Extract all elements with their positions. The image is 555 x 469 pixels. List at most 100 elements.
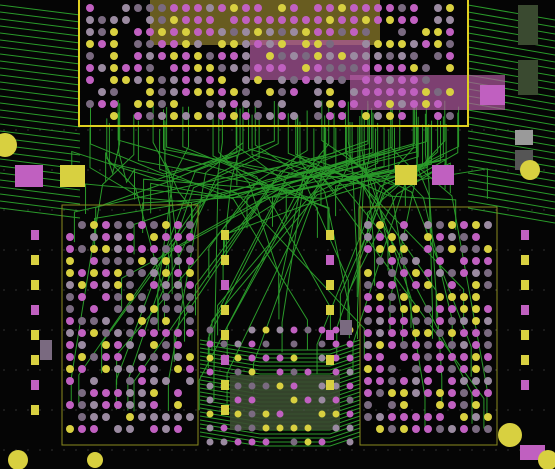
grid-dot (351, 169, 353, 171)
grid-dot (315, 409, 317, 411)
via (90, 245, 98, 253)
via (446, 52, 454, 60)
via (276, 410, 284, 418)
via (302, 52, 310, 60)
via (400, 377, 408, 385)
trace (0, 193, 81, 205)
grid-dot (351, 449, 353, 451)
grid-dot (147, 369, 149, 371)
via (290, 112, 298, 120)
via (150, 305, 158, 313)
trace (199, 339, 361, 351)
trace (0, 151, 81, 163)
via (86, 76, 94, 84)
grid-dot (183, 249, 185, 251)
grid-dot (351, 249, 353, 251)
via (388, 401, 396, 409)
grid-dot (375, 129, 377, 131)
grid-dot (123, 449, 125, 451)
grid-dot (255, 369, 257, 371)
via (412, 305, 420, 313)
via (350, 52, 358, 60)
via (254, 112, 262, 120)
via (386, 52, 394, 60)
grid-dot (183, 409, 185, 411)
grid-dot (399, 409, 401, 411)
via (234, 382, 242, 390)
grid-dot (195, 129, 197, 131)
via (290, 88, 298, 96)
via (174, 365, 182, 373)
via (424, 389, 432, 397)
component (480, 85, 505, 105)
trace (467, 67, 555, 84)
via (78, 425, 86, 433)
grid-dot (159, 289, 161, 291)
via (254, 4, 262, 12)
via (146, 4, 154, 12)
grid-dot (39, 409, 41, 411)
via (170, 76, 178, 84)
via (102, 401, 110, 409)
grid-dot (339, 249, 341, 251)
grid-dot (195, 289, 197, 291)
trace (133, 109, 401, 255)
via (412, 257, 420, 265)
via (434, 40, 442, 48)
via (422, 76, 430, 84)
via (206, 438, 214, 446)
trace (78, 127, 327, 406)
grid-dot (135, 329, 137, 331)
via (460, 257, 468, 265)
trace (467, 25, 555, 42)
grid-dot (183, 449, 185, 451)
grid-dot (315, 129, 317, 131)
via (170, 4, 178, 12)
via (304, 326, 312, 334)
via (346, 354, 354, 362)
via (362, 64, 370, 72)
via (376, 281, 384, 289)
grid-dot (303, 249, 305, 251)
via (318, 382, 326, 390)
via (266, 88, 274, 96)
via (410, 64, 418, 72)
via (182, 28, 190, 36)
trace (467, 130, 555, 147)
grid-dot (519, 289, 521, 291)
grid-dot (195, 449, 197, 451)
grid-dot (3, 169, 5, 171)
via (114, 389, 122, 397)
via (318, 396, 326, 404)
via (158, 28, 166, 36)
via (248, 396, 256, 404)
resistor (31, 330, 39, 340)
grid-dot (399, 329, 401, 331)
via (170, 112, 178, 120)
via (376, 353, 384, 361)
trace (467, 109, 555, 126)
via (78, 365, 86, 373)
grid-dot (123, 209, 125, 211)
via (98, 88, 106, 96)
via (114, 329, 122, 337)
grid-dot (27, 369, 29, 371)
grid-dot (507, 369, 509, 371)
via (436, 413, 444, 421)
via (290, 424, 298, 432)
via (400, 401, 408, 409)
via (102, 341, 110, 349)
via (90, 221, 98, 229)
via (254, 16, 262, 24)
via (374, 16, 382, 24)
resistor (31, 355, 39, 365)
resistor (221, 405, 229, 415)
via (276, 382, 284, 390)
via (138, 365, 146, 373)
via (326, 16, 334, 24)
via (278, 40, 286, 48)
via (114, 305, 122, 313)
grid-dot (207, 169, 209, 171)
grid-dot (123, 289, 125, 291)
